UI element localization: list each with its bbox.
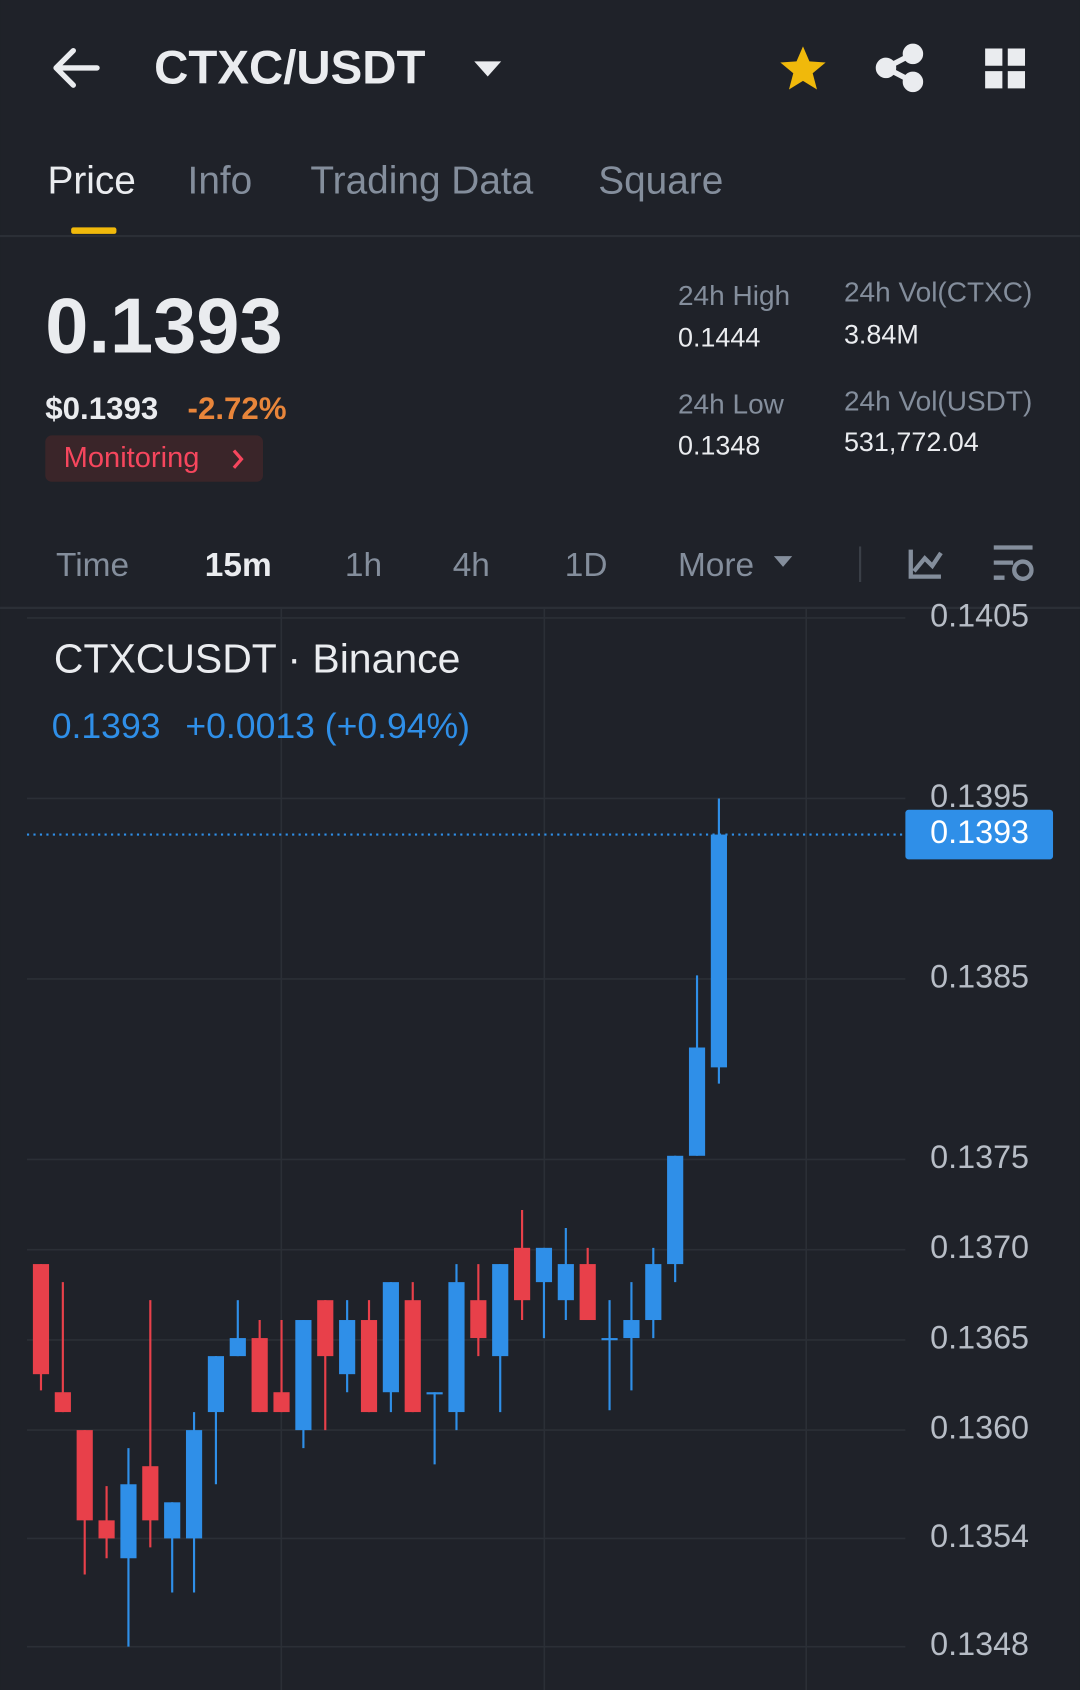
candle-body	[557, 1264, 574, 1301]
tab[interactable]: Info	[188, 159, 253, 202]
candle-body	[229, 1338, 246, 1357]
candle-body	[339, 1320, 356, 1375]
chart-title: CTXCUSDT · Binance	[54, 636, 460, 682]
stat-value: 0.1444	[678, 323, 760, 353]
y-tick-label: 0.1375	[930, 1139, 1029, 1175]
candle-body	[142, 1466, 159, 1521]
candle-body	[645, 1264, 662, 1321]
pair-dropdown[interactable]	[474, 61, 502, 77]
candle-body	[426, 1392, 443, 1395]
candle-body	[98, 1520, 115, 1539]
chevron	[232, 449, 244, 469]
pair-title[interactable]: CTXC/USDT	[154, 42, 425, 95]
candle-body	[667, 1155, 684, 1265]
y-tick-label: 0.1365	[930, 1319, 1029, 1355]
candle-body	[164, 1502, 181, 1539]
candle-body	[360, 1320, 378, 1413]
interval[interactable]: Time	[56, 547, 129, 584]
usd-price: $0.1393	[45, 391, 158, 426]
candle-body	[514, 1247, 531, 1301]
monitoring-label[interactable]: Monitoring	[64, 442, 200, 474]
candle-body	[295, 1320, 312, 1431]
candle-body	[207, 1356, 225, 1413]
candle-body	[492, 1264, 509, 1357]
stat-label: 24h Vol(USDT)	[844, 386, 1032, 417]
y-tick-label: 0.1385	[930, 958, 1029, 994]
legend-change: +0.0013 (+0.94%)	[185, 706, 470, 746]
candle-body	[404, 1300, 421, 1413]
candle-body	[76, 1430, 93, 1521]
favorite-star[interactable]	[780, 46, 826, 90]
stat-label: 24h High	[678, 280, 790, 311]
tab[interactable]: Trading Data	[310, 159, 533, 202]
legend-price: 0.1393	[52, 706, 161, 746]
y-tick-label: 0.1370	[930, 1229, 1029, 1265]
candle-body	[317, 1300, 334, 1357]
y-tick-label: 0.1395	[930, 778, 1029, 814]
candle-body	[710, 834, 727, 1068]
monitoring-badge[interactable]	[45, 435, 264, 482]
last-price-label: 0.1393	[930, 814, 1029, 850]
stat-label: 24h Low	[678, 389, 785, 420]
candle-body	[120, 1484, 137, 1559]
y-tick-label: 0.1348	[930, 1626, 1029, 1662]
candle-body	[273, 1392, 290, 1413]
chart-settings-button[interactable]	[993, 545, 1034, 581]
candle-body	[470, 1300, 487, 1339]
interval[interactable]: More	[678, 547, 754, 584]
candle-body	[382, 1282, 399, 1393]
candle-body	[579, 1264, 596, 1321]
candle-body	[251, 1338, 268, 1413]
interval[interactable]: 1h	[345, 547, 382, 584]
last-price: 0.1393	[45, 283, 282, 369]
candle-body	[32, 1264, 50, 1375]
y-tick-label: 0.1360	[930, 1410, 1029, 1446]
price-change: -2.72%	[188, 391, 287, 426]
candle-body	[54, 1392, 71, 1413]
stat-label: 24h Vol(CTXC)	[844, 277, 1032, 308]
interval[interactable]: 1D	[565, 547, 608, 584]
back-button[interactable]	[53, 47, 100, 88]
candle-body	[185, 1430, 203, 1539]
candle-body	[448, 1282, 465, 1413]
candle-body	[535, 1247, 553, 1283]
tab-indicator	[71, 227, 117, 234]
menu-grid[interactable]	[985, 48, 1026, 89]
stat-value: 0.1348	[678, 430, 760, 460]
indicator-button[interactable]	[908, 549, 943, 579]
y-tick-label: 0.1405	[930, 598, 1029, 634]
interval[interactable]: 15m	[205, 547, 272, 584]
plot: 0.1405 0.1395 0.1385 0.1375 0.1370 0.1365 0.13…	[26, 598, 1054, 1662]
more-dropdown[interactable]	[773, 556, 793, 567]
stat-value: 3.84M	[844, 319, 919, 349]
candle-body	[601, 1338, 618, 1341]
tab[interactable]: Square	[598, 159, 723, 202]
interval[interactable]: 4h	[453, 547, 490, 584]
share-button[interactable]	[875, 43, 924, 93]
candle-body	[623, 1320, 640, 1339]
y-tick-label: 0.1354	[930, 1518, 1029, 1554]
candle-body	[688, 1047, 706, 1156]
stat-value: 531,772.04	[844, 427, 979, 457]
last-price-tag	[905, 809, 1054, 860]
tab[interactable]: Price	[47, 159, 135, 202]
